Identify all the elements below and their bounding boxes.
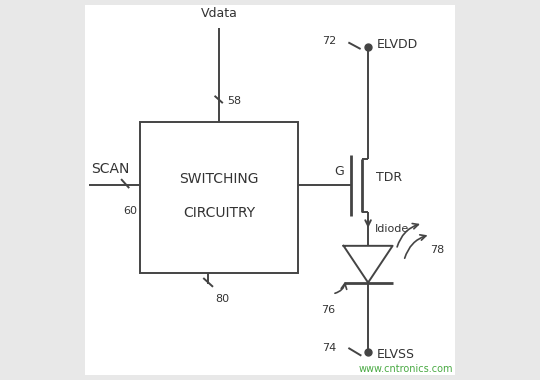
Text: 76: 76 [321, 305, 335, 315]
Text: 74: 74 [322, 344, 336, 353]
Text: SWITCHING: SWITCHING [179, 172, 259, 186]
Text: 58: 58 [227, 97, 241, 106]
Text: Vdata: Vdata [201, 7, 238, 20]
Text: SCAN: SCAN [91, 162, 129, 176]
Bar [140, 122, 298, 273]
Text: TDR: TDR [376, 171, 402, 184]
Polygon shape [343, 246, 393, 283]
Text: 78: 78 [430, 245, 444, 255]
Text: G: G [335, 165, 345, 178]
Text: Idiode: Idiode [375, 224, 409, 234]
Text: 60: 60 [123, 206, 137, 216]
Text: 72: 72 [322, 36, 336, 46]
Text: www.cntronics.com: www.cntronics.com [359, 364, 453, 374]
Text: ELVDD: ELVDD [376, 38, 417, 51]
Text: ELVSS: ELVSS [376, 348, 414, 361]
Text: CIRCUITRY: CIRCUITRY [183, 206, 255, 220]
Text: 80: 80 [215, 294, 230, 304]
